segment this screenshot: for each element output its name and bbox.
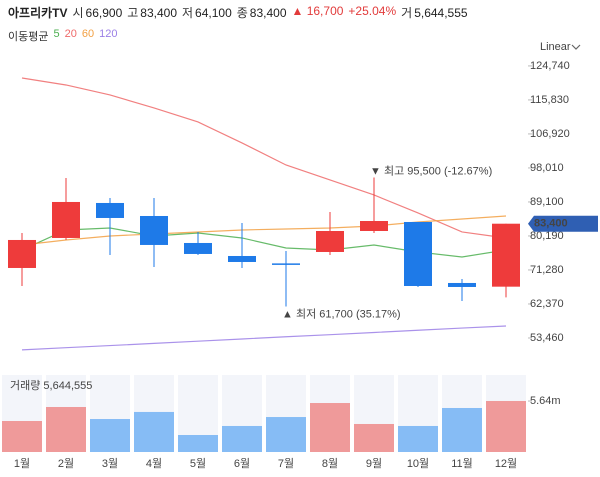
y-tick-label: 71,280	[530, 264, 564, 276]
volume-bar	[486, 400, 526, 452]
volume-bar	[266, 417, 306, 452]
ma-legend-title: 이동평균	[8, 31, 49, 43]
candle-body	[140, 215, 168, 245]
volume-bar	[178, 435, 218, 452]
header-field: 거 5,644,555	[401, 4, 467, 21]
field-label: 고	[127, 6, 139, 20]
field-value: 83,400	[249, 6, 287, 20]
header-field: 고 83,400	[127, 4, 177, 21]
field-label: 거	[401, 6, 413, 20]
volume-bar	[310, 403, 350, 452]
ma-legend-item: 120	[99, 28, 118, 40]
x-tick-label: 2월	[58, 457, 74, 470]
candle-body	[448, 282, 476, 287]
volume-bar	[222, 425, 262, 452]
field-label: 저	[182, 6, 194, 20]
field-value: 5,644,555	[414, 6, 468, 20]
volume-bar	[2, 421, 42, 452]
ma-line	[21, 325, 507, 351]
candle-body	[8, 239, 36, 268]
y-tick-label: 80,190	[530, 230, 564, 242]
stock-name: 아프리카TV	[8, 6, 68, 20]
candle-body	[228, 255, 256, 262]
x-tick-label: 8월	[322, 457, 338, 470]
change-pct: +25.04%	[348, 4, 397, 18]
y-tick-label: 98,010	[530, 162, 564, 174]
field-value: 64,100	[195, 6, 232, 20]
scale-label: Linear	[540, 41, 571, 53]
x-tick-label: 10월	[407, 457, 429, 470]
price-tag-label: 83,400	[534, 218, 568, 230]
volume-bar	[134, 411, 174, 452]
volume-bar	[442, 407, 482, 452]
price-tag	[528, 215, 598, 232]
candle-body	[404, 221, 432, 286]
field-label: 시	[72, 6, 84, 20]
y-tick-label: 53,460	[530, 332, 564, 344]
candle-body	[184, 242, 212, 254]
x-tick-label: 12월	[495, 457, 517, 470]
candle-body	[492, 223, 520, 287]
volume-bar	[46, 406, 86, 452]
x-tick-label: 9월	[366, 457, 382, 470]
ma-legend-item: 60	[81, 28, 95, 40]
ma-legend: 이동평균 5 20 60 120	[8, 28, 117, 44]
x-tick-label: 7월	[278, 457, 294, 470]
ma-legend-item: 20	[64, 28, 77, 40]
volume-label: 거래량 5,644,555	[10, 379, 92, 392]
low-annotation: ▲ 최저 61,700 (35.17%)	[282, 307, 401, 320]
y-tick-label: 89,100	[530, 196, 564, 208]
high-annotation: ▼ 최고 95,500 (-12.67%)	[370, 164, 492, 177]
x-tick-label: 4월	[146, 457, 162, 470]
x-tick-label: 6월	[234, 457, 250, 470]
y-tick-label: 62,370	[530, 298, 564, 310]
header: 아프리카TV 시 66,900 고 83,400 저 64,100 종 83,400 ▲ 16,7…	[8, 4, 468, 21]
ma-line	[21, 77, 507, 239]
header-field: 저 64,100	[182, 4, 232, 21]
header-field: 종 83,400	[237, 4, 287, 21]
field-value: 83,400	[140, 6, 177, 20]
x-tick-label: 1월	[14, 457, 30, 470]
field-value: 66,900	[85, 6, 123, 20]
volume-bar	[354, 423, 394, 452]
x-tick-label: 5월	[190, 457, 206, 470]
field-label: 종	[236, 6, 248, 20]
header-field: 시 66,900	[73, 4, 123, 21]
volume-bar	[398, 425, 438, 452]
ma-legend-item: 5	[53, 28, 60, 40]
ma-line	[21, 227, 507, 258]
candle-body	[360, 220, 388, 231]
dropdown-arrow	[571, 44, 581, 50]
vol-tick-label: 5.64m	[530, 395, 561, 407]
y-tick-label: 115,830	[530, 94, 569, 106]
x-tick-label: 11월	[451, 457, 473, 470]
volume-bar	[90, 419, 130, 452]
candle-body	[316, 230, 344, 252]
y-tick-label: 106,920	[530, 128, 570, 140]
x-tick-label: 3월	[102, 457, 118, 470]
candle-body	[52, 201, 80, 238]
ma-line	[21, 215, 507, 246]
candle-body	[272, 263, 300, 265]
change: ▲ 16,700	[291, 4, 344, 18]
candle-body	[96, 202, 124, 218]
y-tick-label: 124,740	[530, 60, 570, 72]
